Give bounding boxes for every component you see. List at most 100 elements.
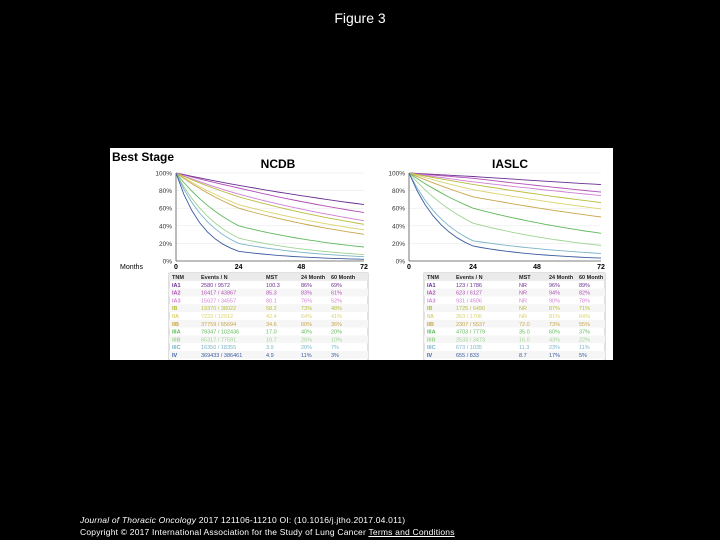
table-header-cell: 24 Month [301,275,326,281]
x-tick-label: 24 [235,264,243,271]
table-cell: NR [519,314,527,320]
table-cell: IA2 [427,291,436,297]
table-cell: 931 / 4506 [456,298,482,304]
table-cell: 10% [331,337,342,343]
table-cell: 60% [301,322,312,328]
table-cell: 100.3 [266,283,280,289]
table-cell: 8.7 [519,353,527,359]
table-row-bg [424,351,605,359]
table-cell: 80.1 [266,298,277,304]
y-tick-label: 40% [392,223,405,230]
x-axis-label: Months [120,264,143,271]
table-cell: 37759 / 65694 [201,322,236,328]
panel-title: IASLC [492,157,528,171]
table-cell: IIIB [427,337,436,343]
table-cell: 11.3 [519,345,529,351]
y-tick-label: 0% [163,259,173,266]
survival-curve [408,172,602,210]
table-cell: 17% [549,353,560,359]
table-cell: IB [427,306,433,312]
x-tick-label: 72 [597,264,605,271]
table-cell: 10.7 [266,337,277,343]
table-cell: 123 / 1786 [456,283,482,289]
survival-curve [408,172,602,246]
table-cell: 2580 / 9572 [201,283,230,289]
table-cell: 72.0 [519,322,530,328]
page-title: Figure 3 [334,10,386,26]
table-cell: NR [519,298,527,304]
table-cell: 35.0 [519,330,530,336]
survival-curve [408,172,602,259]
table-cell: 82% [579,291,590,297]
survival-curve [408,172,602,186]
y-tick-label: 20% [392,241,405,248]
table-cell: 3% [331,353,339,359]
table-cell: IIB [427,322,434,328]
table-cell: IIIA [172,330,181,336]
citation-line: Journal of Thoracic Oncology 2017 121106… [80,515,405,525]
table-cell: 60% [549,330,560,336]
table-cell: IIIC [427,345,436,351]
table-cell: IIB [172,322,179,328]
table-header-cell: TNM [427,275,439,281]
table-cell: 64% [301,314,312,320]
table-row-bg [169,304,368,312]
table-row-bg [169,351,368,359]
terms-link[interactable]: Terms and Conditions [368,527,455,537]
table-cell: 2533 / 3473 [456,337,485,343]
table-cell: NR [519,283,527,289]
x-tick-label: 48 [533,264,541,271]
table-cell: 1725 / 6490 [456,306,485,312]
table-cell: 55% [579,322,590,328]
survival-curve [408,172,602,234]
table-cell: 85.3 [266,291,277,297]
survival-curve [408,172,602,218]
table-row-bg [169,288,368,297]
table-cell: 2307 / 5537 [456,322,485,328]
table-cell: 655 / 833 [456,353,479,359]
panel-title: NCDB [261,157,296,171]
table-cell: 36% [331,322,342,328]
journal-name: Journal of Thoracic Oncology [80,515,197,525]
table-cell: IB [172,306,178,312]
table-cell: 71% [579,306,590,312]
y-tick-label: 100% [155,171,172,178]
table-cell: NR [519,306,527,312]
table-header-bg [424,273,605,281]
y-tick-label: 60% [392,206,405,213]
table-frame [168,272,369,360]
table-row-bg [424,288,605,297]
table-cell: 5% [579,353,587,359]
y-tick-label: 40% [159,223,172,230]
survival-curve [408,172,602,204]
survival-curve [408,172,602,254]
table-cell: 61% [331,291,342,297]
table-cell: IA3 [172,298,181,304]
table-cell: 11% [579,345,590,351]
table-cell: 96% [549,283,560,289]
table-row-bg [169,319,368,328]
survival-curve [175,172,365,231]
y-tick-label: 100% [388,171,405,178]
table-row-bg [169,335,368,344]
survival-curve [175,172,365,214]
x-tick-label: 0 [174,264,178,271]
survival-curve [175,172,365,260]
survival-curve [408,172,602,197]
table-cell: 15627 / 34557 [201,298,236,304]
table-cell: 22% [579,337,590,343]
table-cell: 37% [579,330,590,336]
table-cell: IV [427,353,433,359]
table-cell: 83% [301,291,312,297]
y-tick-label: 80% [159,188,172,195]
table-cell: 623 / 6127 [456,291,482,297]
table-cell: 673 / 1035 [456,345,482,351]
table-cell: 19370 / 38022 [201,306,236,312]
table-cell: 20% [331,330,342,336]
survival-curve [408,172,602,193]
survival-curve [175,172,365,222]
table-cell: IV [172,353,178,359]
survival-curve [175,172,365,206]
copyright-text: Copyright © 2017 International Associati… [80,527,369,537]
